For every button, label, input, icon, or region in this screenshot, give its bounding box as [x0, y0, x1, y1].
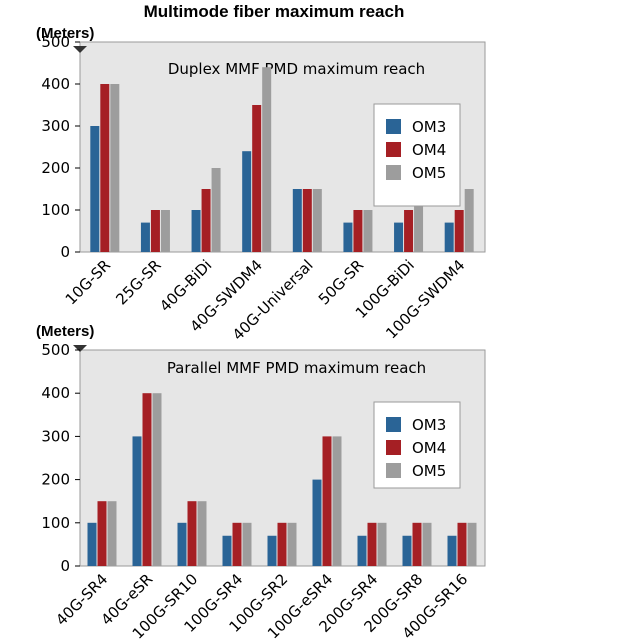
- y-tick-label: 500: [41, 341, 70, 359]
- bar-om3-25g-sr: [140, 222, 150, 252]
- bar-om4-40g-bidi: [201, 189, 211, 252]
- y-tick-label: 0: [60, 557, 70, 575]
- bar-om4-200g-sr4: [367, 522, 377, 566]
- chart-subtitle: Duplex MMF PMD maximum reach: [168, 60, 425, 78]
- bar-om3-40g-esr: [132, 436, 142, 566]
- y-tick-label: 300: [41, 117, 70, 135]
- bar-om5-200g-sr4: [377, 522, 387, 566]
- bar-om5-100g-bidi: [414, 189, 424, 252]
- bar-om3-50g-sr: [343, 222, 353, 252]
- y-axis-unit-label: (Meters): [36, 323, 94, 340]
- bar-om4-100g-sr10: [187, 501, 197, 566]
- bar-om3-200g-sr8: [402, 535, 412, 566]
- bar-om3-100g-sr10: [177, 522, 187, 566]
- axis-marker-icon: [73, 345, 87, 352]
- main-title: Multimode fiber maximum reach: [143, 2, 405, 21]
- bar-om4-100g-swdm4: [454, 210, 464, 252]
- legend-swatch-om4: [386, 440, 401, 455]
- legend-label-om4: OM4: [412, 439, 446, 457]
- legend-swatch-om5: [386, 463, 401, 478]
- bar-om3-10g-sr: [90, 126, 100, 252]
- bar-om4-10g-sr: [100, 84, 110, 252]
- bar-om3-100g-bidi: [394, 222, 404, 252]
- x-tick-label: 10G-SR: [62, 256, 114, 308]
- legend-label-om3: OM3: [412, 118, 446, 136]
- bar-om3-100g-swdm4: [444, 222, 454, 252]
- y-tick-label: 300: [41, 427, 70, 445]
- bar-om4-400g-sr16: [457, 522, 467, 566]
- bar-om4-200g-sr8: [412, 522, 422, 566]
- bar-om4-100g-esr4: [322, 436, 332, 566]
- legend-swatch-om4: [386, 142, 401, 157]
- y-tick-label: 200: [41, 159, 70, 177]
- legend-label-om4: OM4: [412, 141, 446, 159]
- y-tick-label: 100: [41, 201, 70, 219]
- bar-om4-25g-sr: [150, 210, 160, 252]
- bar-om4-100g-bidi: [404, 210, 414, 252]
- bar-om4-100g-sr2: [277, 522, 287, 566]
- bar-om4-100g-sr4: [232, 522, 242, 566]
- bar-om5-40g-universal: [312, 189, 322, 252]
- duplex-reach-chart: (Meters) 0 100 200 300 400 500 Duplex MMF PMD m…: [36, 25, 486, 344]
- bar-om4-50g-sr: [353, 210, 363, 252]
- bar-om3-100g-sr4: [222, 535, 232, 566]
- bar-om3-200g-sr4: [357, 535, 367, 566]
- bar-om5-40g-bidi: [211, 168, 221, 252]
- chart-subtitle: Parallel MMF PMD maximum reach: [167, 359, 426, 377]
- bar-om5-40g-esr: [152, 393, 162, 566]
- bar-om5-400g-sr16: [467, 522, 477, 566]
- y-axis-unit-label: (Meters): [36, 25, 94, 42]
- bar-om4-40g-swdm4: [252, 105, 262, 252]
- legend-swatch-om3: [386, 417, 401, 432]
- y-tick-label: 500: [41, 33, 70, 51]
- bar-om3-100g-sr2: [267, 535, 277, 566]
- y-tick-label: 0: [60, 243, 70, 261]
- bar-om5-100g-sr2: [287, 522, 297, 566]
- bar-om5-100g-esr4: [332, 436, 342, 566]
- bar-om5-25g-sr: [160, 210, 170, 252]
- y-tick-label: 400: [41, 75, 70, 93]
- bar-om3-40g-swdm4: [242, 151, 252, 252]
- bar-om5-40g-sr4: [107, 501, 117, 566]
- bar-om4-40g-universal: [302, 189, 312, 252]
- bar-om3-40g-sr4: [87, 522, 97, 566]
- y-tick-label: 100: [41, 514, 70, 532]
- bar-om4-40g-esr: [142, 393, 152, 566]
- bar-om5-100g-sr4: [242, 522, 252, 566]
- bar-om5-200g-sr8: [422, 522, 432, 566]
- bar-om3-40g-bidi: [191, 210, 201, 252]
- bar-om5-10g-sr: [110, 84, 120, 252]
- bar-om5-100g-swdm4: [464, 189, 474, 252]
- axis-marker-icon: [73, 46, 87, 53]
- y-tick-label: 200: [41, 471, 70, 489]
- bar-om5-100g-sr10: [197, 501, 207, 566]
- bar-om3-100g-esr4: [312, 479, 322, 566]
- legend-swatch-om3: [386, 119, 401, 134]
- legend-label-om5: OM5: [412, 462, 446, 480]
- parallel-reach-chart: (Meters) 0 100 200 300 400 500 Parallel MMF PMD…: [36, 323, 486, 639]
- legend-swatch-om5: [386, 165, 401, 180]
- bar-om5-50g-sr: [363, 210, 373, 252]
- legend-label-om3: OM3: [412, 416, 446, 434]
- bar-om4-40g-sr4: [97, 501, 107, 566]
- bar-om3-40g-universal: [292, 189, 302, 252]
- bar-om5-40g-swdm4: [262, 67, 272, 252]
- bar-om3-400g-sr16: [447, 535, 457, 566]
- legend-label-om5: OM5: [412, 164, 446, 182]
- y-tick-label: 400: [41, 384, 70, 402]
